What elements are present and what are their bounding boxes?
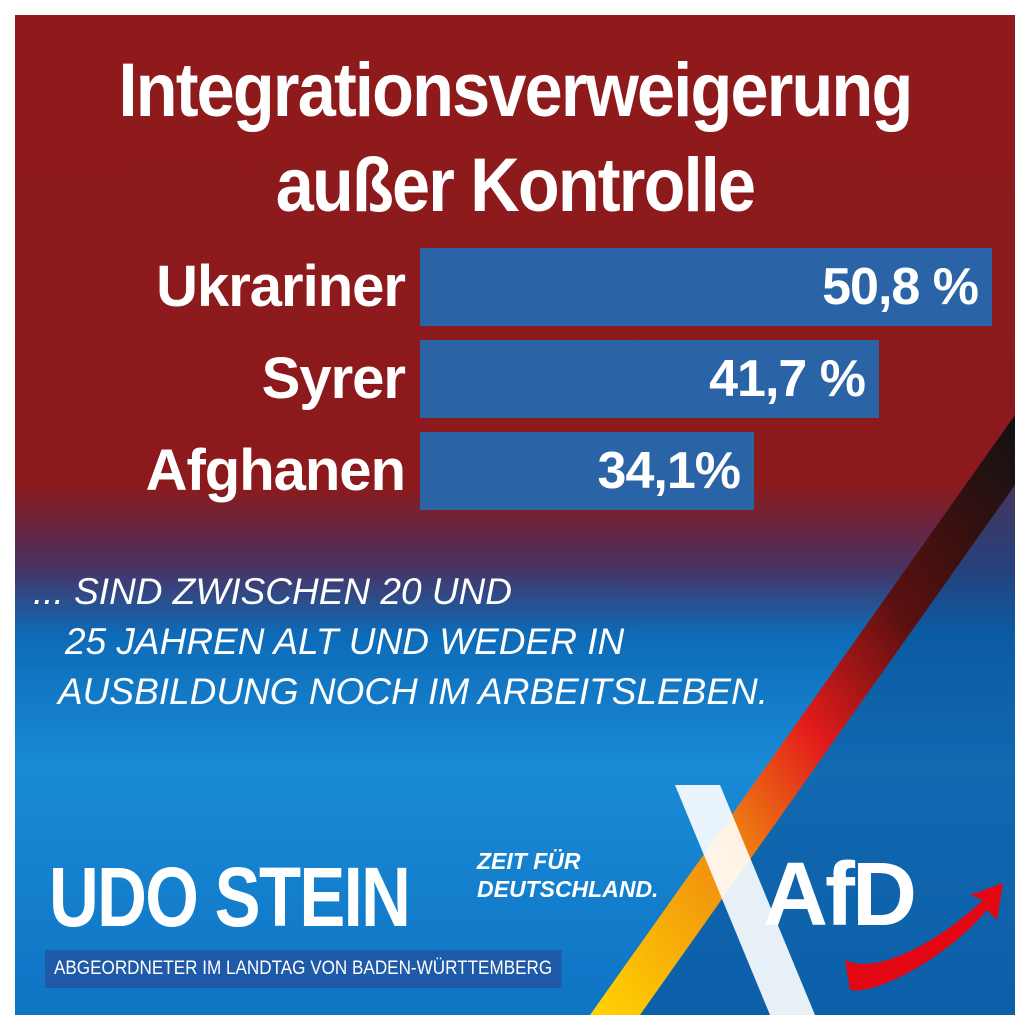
subtitle-line: AUSBILDUNG NOCH IM ARBEITSLEBEN. bbox=[58, 671, 768, 712]
afd-arrow-icon bbox=[845, 883, 1003, 991]
poster: Integrationsverweigerung außer Kontrolle… bbox=[15, 15, 1015, 1015]
category-label: Syrer bbox=[261, 346, 406, 411]
flag-stripe bbox=[590, 415, 1015, 1015]
politician-name: UDO STEIN bbox=[49, 850, 411, 944]
slogan: ZEIT FÜR DEUTSCHLAND. bbox=[477, 847, 658, 903]
category-label: Ukrariner bbox=[156, 254, 406, 319]
bar: 50,8 % bbox=[420, 248, 992, 326]
x-logo-stroke bbox=[675, 785, 815, 1015]
afd-logo: AfD bbox=[763, 845, 917, 945]
data-label: 41,7 % bbox=[709, 350, 866, 408]
subtitle-line: 25 JAHREN ALT UND WEDER IN bbox=[65, 621, 625, 662]
subtitle: ... SIND ZWISCHEN 20 UND 25 JAHREN ALT U… bbox=[33, 567, 768, 717]
category-label: Afghanen bbox=[145, 438, 406, 503]
data-label: 34,1% bbox=[597, 442, 741, 500]
subtitle-line: ... SIND ZWISCHEN 20 UND bbox=[33, 571, 512, 612]
bar: 34,1% bbox=[420, 432, 754, 510]
data-label: 50,8 % bbox=[822, 258, 979, 316]
title-line-2: außer Kontrolle bbox=[275, 143, 756, 228]
politician-role: ABGEORDNETER IM LANDTAG VON BADEN-WÜRTTE… bbox=[45, 950, 562, 988]
title-line-1: Integrationsverweigerung bbox=[118, 48, 914, 133]
bar: 41,7 % bbox=[420, 340, 879, 418]
slogan-line: ZEIT FÜR bbox=[477, 848, 581, 874]
slogan-line: DEUTSCHLAND. bbox=[477, 876, 659, 902]
